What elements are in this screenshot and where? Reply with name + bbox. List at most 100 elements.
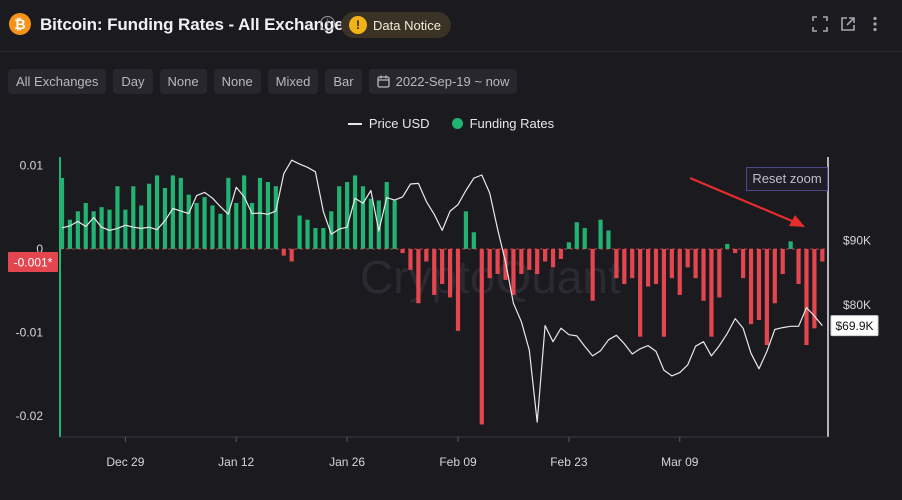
funding-rate-bar[interactable] xyxy=(91,211,96,249)
funding-rate-bar[interactable] xyxy=(345,182,350,249)
funding-rate-bar[interactable] xyxy=(638,248,643,337)
funding-rate-bar[interactable] xyxy=(178,177,183,249)
funding-rate-bar[interactable] xyxy=(107,209,112,249)
funding-rate-bar[interactable] xyxy=(432,248,437,295)
funding-rate-bar[interactable] xyxy=(598,219,603,249)
info-icon[interactable]: i xyxy=(320,16,335,31)
data-notice-button[interactable]: ! Data Notice xyxy=(341,12,451,38)
more-options-icon[interactable] xyxy=(866,15,884,33)
funding-rate-bar[interactable] xyxy=(543,248,548,262)
funding-rate-bar[interactable] xyxy=(305,219,310,249)
funding-rate-bar[interactable] xyxy=(455,248,461,331)
funding-rate-bar[interactable] xyxy=(614,248,619,279)
funding-rate-bar[interactable] xyxy=(210,205,215,249)
funding-rate-bar[interactable] xyxy=(249,202,255,249)
funding-rate-bar[interactable] xyxy=(186,194,191,249)
funding-rate-bar[interactable] xyxy=(796,248,801,285)
funding-rate-bar[interactable] xyxy=(471,232,476,249)
funding-rate-bar[interactable] xyxy=(392,200,397,249)
funding-rate-bar[interactable] xyxy=(360,186,366,249)
overlay-selector[interactable]: None xyxy=(213,69,261,94)
funding-rate-bar[interactable] xyxy=(384,182,389,249)
funding-rate-bar[interactable] xyxy=(669,248,674,279)
funding-rate-bar[interactable] xyxy=(804,248,809,346)
funding-rate-bar[interactable] xyxy=(764,248,769,346)
funding-rate-bar[interactable] xyxy=(495,248,500,275)
funding-rate-bar[interactable] xyxy=(788,241,793,249)
funding-rate-bar[interactable] xyxy=(440,248,445,285)
funding-rate-bar[interactable] xyxy=(725,243,730,249)
legend-item-price[interactable]: Price USD xyxy=(347,116,430,131)
funding-rate-bar[interactable] xyxy=(550,248,556,268)
funding-rate-bar[interactable] xyxy=(131,186,136,249)
funding-rate-bar[interactable] xyxy=(368,198,373,249)
funding-rate-bar[interactable] xyxy=(645,248,651,287)
funding-rate-bar[interactable] xyxy=(147,183,152,249)
funding-rate-bar[interactable] xyxy=(748,248,754,325)
funding-rate-bar[interactable] xyxy=(574,222,579,249)
funding-rate-bar[interactable] xyxy=(780,248,785,275)
moving-average-selector[interactable]: None xyxy=(159,69,207,94)
funding-rate-bar[interactable] xyxy=(194,202,199,249)
resolution-selector[interactable]: Day xyxy=(113,69,153,94)
funding-rate-bar[interactable] xyxy=(590,248,595,301)
funding-rate-bar[interactable] xyxy=(487,248,492,279)
funding-rate-bar[interactable] xyxy=(424,248,429,262)
funding-rate-bar[interactable] xyxy=(115,186,120,249)
funding-rate-bar[interactable] xyxy=(772,248,777,304)
funding-rate-bar[interactable] xyxy=(756,248,762,320)
funding-rate-bar[interactable] xyxy=(741,248,746,279)
funding-rate-bar[interactable] xyxy=(265,182,271,249)
funding-rate-bar[interactable] xyxy=(717,248,722,298)
funding-rate-bar[interactable] xyxy=(289,248,294,262)
funding-rate-bar[interactable] xyxy=(75,211,80,249)
funding-rate-bar[interactable] xyxy=(162,187,168,249)
funding-rate-bar[interactable] xyxy=(408,248,413,270)
funding-rate-bar[interactable] xyxy=(566,242,571,249)
funding-rate-bar[interactable] xyxy=(630,248,635,279)
funding-rate-bar[interactable] xyxy=(67,219,73,249)
funding-rate-bar[interactable] xyxy=(527,248,532,270)
funding-rate-bar[interactable] xyxy=(321,228,326,249)
funding-rate-bar[interactable] xyxy=(812,248,817,329)
price-usd-line[interactable] xyxy=(61,159,823,423)
funding-rate-bar[interactable] xyxy=(139,205,144,249)
fullscreen-icon[interactable] xyxy=(811,15,829,33)
funding-rate-bar[interactable] xyxy=(447,248,453,298)
funding-rate-bar[interactable] xyxy=(242,175,247,249)
funding-rate-bar[interactable] xyxy=(519,248,524,275)
funding-rate-bar[interactable] xyxy=(234,202,239,249)
funding-rate-bar[interactable] xyxy=(416,248,421,304)
funding-rate-bar[interactable] xyxy=(281,248,286,256)
funding-rate-bar[interactable] xyxy=(511,248,516,295)
funding-rate-bar[interactable] xyxy=(677,248,682,295)
funding-rate-bar[interactable] xyxy=(661,248,667,337)
reset-zoom-button[interactable]: Reset zoom xyxy=(746,167,828,191)
funding-rate-bar[interactable] xyxy=(558,248,564,259)
funding-rate-bar[interactable] xyxy=(463,211,469,249)
funding-rate-bar[interactable] xyxy=(154,175,160,249)
funding-rate-bar[interactable] xyxy=(123,209,128,249)
funding-rate-bar[interactable] xyxy=(709,248,714,337)
funding-rate-bar[interactable] xyxy=(479,248,484,425)
legend-item-funding[interactable]: Funding Rates xyxy=(451,116,554,131)
funding-rate-bar[interactable] xyxy=(701,248,706,301)
funding-rate-bar[interactable] xyxy=(313,228,318,249)
chart-type-selector[interactable]: Bar xyxy=(325,69,362,94)
funding-rate-bar[interactable] xyxy=(693,248,698,279)
open-external-icon[interactable] xyxy=(839,15,857,33)
funding-rate-bar[interactable] xyxy=(337,186,342,249)
exchange-selector[interactable]: All Exchanges xyxy=(8,69,107,94)
scale-selector[interactable]: Mixed xyxy=(267,69,319,94)
funding-rate-bar[interactable] xyxy=(622,248,627,285)
funding-rate-bar[interactable] xyxy=(202,197,207,249)
funding-rate-bar[interactable] xyxy=(352,175,358,249)
funding-rate-bar[interactable] xyxy=(170,175,175,249)
funding-rate-bar[interactable] xyxy=(400,248,405,254)
funding-rate-bar[interactable] xyxy=(297,215,302,249)
funding-rate-bar[interactable] xyxy=(329,211,334,249)
funding-rate-bar[interactable] xyxy=(733,248,738,254)
funding-rate-bar[interactable] xyxy=(820,248,825,262)
funding-rate-bar[interactable] xyxy=(606,230,611,249)
